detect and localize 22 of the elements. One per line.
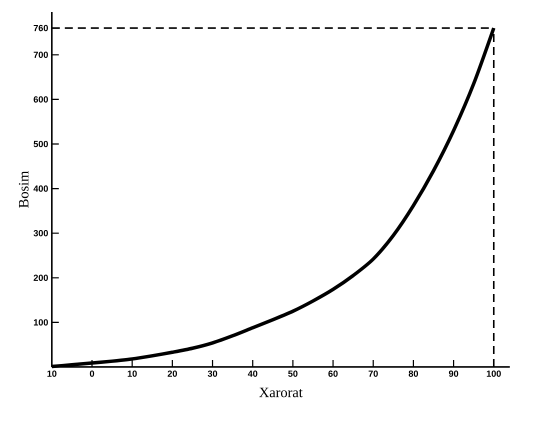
y-tick-label: 500: [34, 140, 48, 148]
y-tick-label: 200: [34, 274, 48, 281]
x-tick-label: 20: [168, 370, 177, 377]
x-tick-label: 60: [328, 370, 338, 377]
y-tick-label: 600: [34, 96, 48, 103]
y-tick-label: 760: [34, 24, 48, 32]
x-tick-label: 80: [408, 370, 418, 377]
x-tick-label: 40: [248, 370, 258, 377]
y-tick-label: 100: [34, 319, 48, 326]
x-axis-title: Xarorat: [259, 388, 303, 398]
y-tick-label: 700: [34, 52, 48, 58]
y-tick-label: 400: [33, 185, 48, 192]
x-tick-label: 70: [368, 370, 378, 377]
x-tick-label: 100: [486, 370, 501, 377]
y-axis-title: Bosim: [18, 170, 29, 208]
x-tick-label: 50: [288, 370, 298, 377]
y-tick-label: 300: [34, 230, 48, 236]
x-tick-label: 30: [208, 370, 218, 377]
x-tick-label: 10: [128, 370, 137, 377]
x-tick-label: 90: [448, 370, 458, 377]
x-tick-label: 0: [90, 370, 94, 377]
x-tick-label: 10: [47, 370, 56, 377]
